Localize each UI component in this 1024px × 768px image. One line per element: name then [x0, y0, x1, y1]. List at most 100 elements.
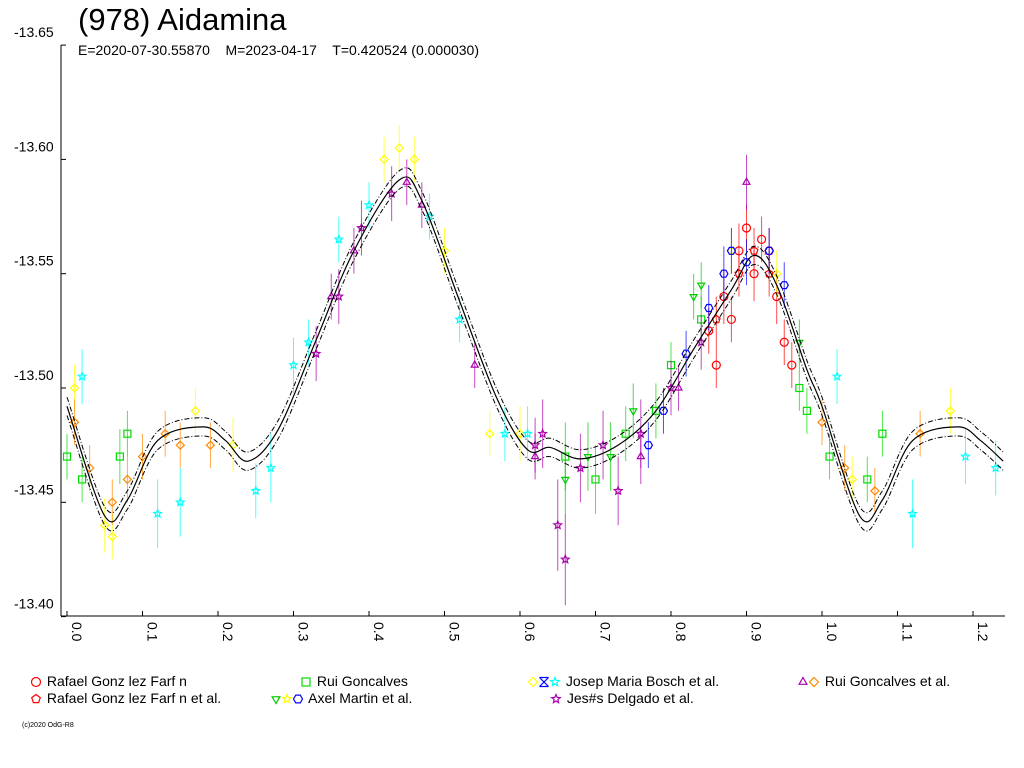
x-tick-label: 0.4	[371, 622, 387, 642]
triangle-marker	[349, 245, 359, 254]
chart-title: (978) Aidamina	[78, 2, 287, 37]
triangle-marker	[402, 177, 412, 185]
hexagon-marker	[726, 246, 737, 255]
x-tick-label: 0.5	[447, 622, 463, 642]
down-triangle-marker	[696, 282, 706, 291]
hexagon-marker	[719, 269, 729, 278]
diamond-marker	[915, 428, 925, 439]
x-tick-label: 1.0	[824, 622, 840, 642]
diamond-marker	[99, 520, 110, 531]
legend-label: Jes#s Delgado et al.	[563, 690, 694, 706]
legend-label: Rafael Gonz lez Farf n et al.	[43, 690, 222, 706]
hexagon-marker	[704, 303, 714, 313]
diamond-marker	[122, 474, 133, 485]
down-triangle-marker	[271, 696, 281, 705]
diamond-marker	[107, 531, 118, 542]
hexagon-marker	[658, 406, 669, 415]
star-marker	[960, 451, 971, 462]
diamond-marker	[205, 440, 216, 451]
series-3	[76, 182, 1001, 549]
circle-marker	[30, 677, 42, 688]
square-marker	[825, 452, 834, 461]
star-marker	[831, 371, 843, 382]
diamond-marker	[527, 676, 539, 688]
square-marker	[77, 475, 87, 484]
period-label: T=0.420524 (0.000030)	[332, 42, 480, 58]
diamond-marker	[808, 676, 820, 688]
down-triangle-marker	[560, 476, 570, 485]
star-marker	[552, 519, 564, 530]
star-marker	[310, 348, 322, 359]
star-marker	[333, 291, 345, 302]
diamond-marker	[945, 406, 956, 416]
triangle-marker	[326, 291, 336, 300]
legend-entry: Jes#s Delgado et al.	[550, 690, 694, 706]
epoch-label: E=2020-07-30.55870	[78, 42, 210, 58]
down-triangle-marker	[689, 294, 699, 302]
star-marker	[597, 439, 609, 450]
series-0	[704, 205, 797, 388]
star-marker	[537, 428, 548, 439]
legend-label: Rui Goncalves	[313, 673, 408, 689]
star-marker	[333, 233, 345, 244]
star-marker	[288, 359, 299, 370]
legend-symbol	[30, 694, 42, 704]
star-marker	[363, 199, 375, 210]
star-marker	[174, 496, 186, 507]
x-tick-label: 0.2	[220, 622, 236, 642]
y-tick-label: -13.50	[14, 367, 54, 383]
star-marker	[529, 439, 541, 450]
circle-marker	[741, 223, 752, 233]
x-tick-label: 0.6	[522, 622, 538, 642]
x-tick-label: 0.0	[69, 622, 85, 642]
y-tick-label: -13.60	[14, 138, 54, 154]
hexagon-marker	[643, 441, 654, 450]
x-tick-label: 0.1	[145, 622, 161, 642]
legend-label: Axel Martin et al.	[305, 690, 413, 706]
diamond-marker	[137, 451, 148, 462]
legend-entry: Rafael Gonz lez Farf n	[30, 673, 187, 689]
diamond-marker	[394, 143, 405, 153]
circle-marker	[726, 314, 737, 325]
square-marker	[62, 452, 72, 461]
series-8	[560, 262, 804, 514]
diamond-marker	[107, 497, 118, 508]
series-1	[62, 296, 887, 514]
star-marker	[549, 676, 561, 688]
diamond-marker	[484, 428, 495, 439]
legend-entry: Rui Goncalves	[300, 673, 408, 689]
copyright: (c)2020 OdG-R8	[22, 722, 74, 729]
x-tick-label: 0.8	[673, 622, 689, 642]
star-marker	[635, 428, 647, 439]
star-marker	[575, 462, 586, 473]
circle-marker	[787, 360, 797, 370]
diamond-marker	[870, 486, 880, 496]
legend-entry: Rafael Gonz lez Farf n et al.	[30, 690, 221, 706]
legend-label: Rafael Gonz lez Farf n	[43, 673, 187, 689]
legend-label: Rui Goncalves et al.	[821, 673, 951, 689]
diamond-marker	[175, 440, 186, 451]
star-marker	[356, 222, 367, 233]
series-9	[310, 166, 707, 606]
y-tick-label: -13.65	[14, 24, 54, 40]
diamond-marker	[69, 383, 80, 393]
down-triangle-marker	[628, 408, 638, 417]
legend-entry: Josep Maria Bosch et al.	[527, 673, 719, 689]
y-tick-label: -13.40	[14, 596, 54, 612]
star-marker	[560, 553, 571, 565]
legend-symbol	[301, 677, 311, 687]
pentagon-marker	[749, 246, 759, 255]
triangle-marker	[798, 676, 808, 686]
fit-curve	[66, 176, 1004, 523]
circle-marker	[711, 360, 721, 370]
hexagon-marker	[292, 694, 304, 704]
x-tick-label: 0.7	[598, 622, 614, 642]
star-marker	[907, 508, 918, 519]
star-marker	[250, 485, 262, 496]
star-marker	[499, 428, 511, 439]
square-marker	[123, 429, 132, 438]
pentagon-marker	[764, 268, 774, 278]
diamond-marker	[847, 474, 858, 485]
star-marker	[612, 485, 624, 496]
